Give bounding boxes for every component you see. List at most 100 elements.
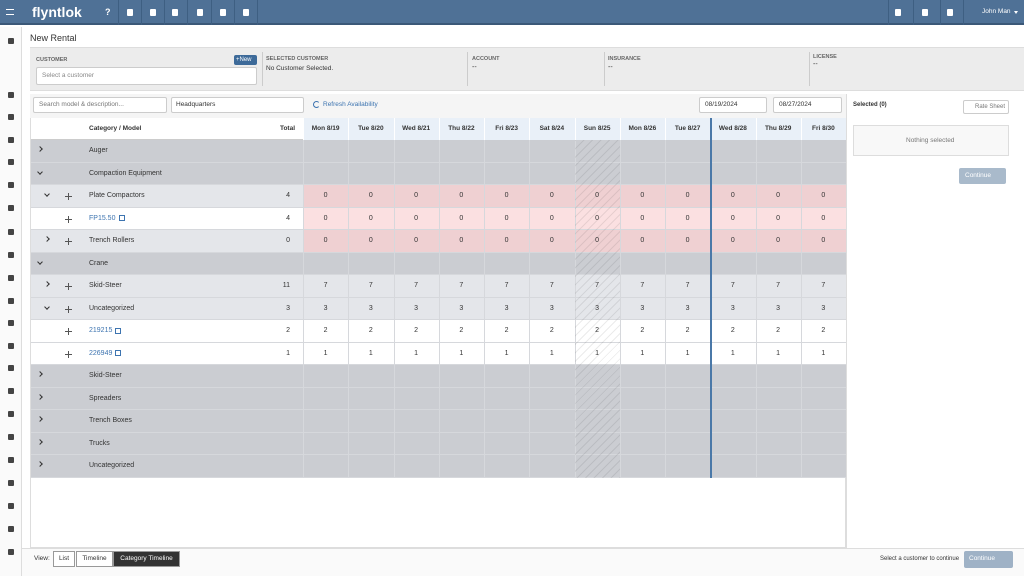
user-menu[interactable]: John Man — [982, 8, 1011, 15]
sidebar-icon[interactable] — [8, 549, 14, 555]
menu-icon[interactable] — [6, 9, 14, 15]
search-input[interactable] — [33, 97, 167, 113]
sidebar-icon[interactable] — [8, 434, 14, 440]
sidebar-icon[interactable] — [8, 38, 14, 44]
rate-sheet-text[interactable]: Rate Sheet — [975, 104, 1006, 110]
day-cell — [303, 162, 349, 185]
sidebar-icon[interactable] — [8, 365, 14, 371]
sidebar-icon[interactable] — [8, 252, 14, 258]
sidebar-icon[interactable] — [8, 526, 14, 532]
day-cell — [800, 365, 846, 388]
model-link[interactable]: FP15.50 — [89, 214, 116, 222]
nav-divider — [141, 0, 142, 25]
view-button[interactable] — [53, 551, 75, 567]
sidebar-icon[interactable] — [8, 457, 14, 463]
new-button-text[interactable]: +New — [236, 57, 252, 63]
day-cell — [710, 455, 756, 478]
external-link-icon[interactable] — [115, 350, 121, 357]
rate-sheet-button[interactable] — [963, 100, 1009, 114]
sidebar-icon[interactable] — [8, 298, 14, 304]
nav-divider — [164, 0, 165, 25]
sidebar-icon[interactable] — [8, 114, 14, 120]
new-button[interactable] — [234, 55, 257, 65]
availability: 2 — [776, 327, 781, 335]
nav-icon[interactable] — [220, 9, 226, 16]
day-cell — [619, 140, 665, 163]
refresh-link[interactable]: Refresh Availability — [323, 101, 378, 108]
continue-button[interactable] — [959, 168, 1006, 184]
sidebar-icon[interactable] — [8, 205, 14, 211]
day-cell — [574, 230, 620, 253]
day-cell — [348, 342, 394, 365]
day-cell — [619, 387, 665, 410]
model-link[interactable]: 226949 — [89, 349, 113, 357]
row-label: Auger — [89, 147, 108, 155]
day-cell — [710, 410, 756, 433]
day-cell — [303, 410, 349, 433]
day-cell — [574, 252, 620, 275]
start-date[interactable] — [699, 97, 767, 113]
nav-icon[interactable] — [150, 9, 156, 16]
sidebar-icon[interactable] — [8, 343, 14, 349]
view-button-text[interactable]: Category Timeline — [120, 555, 173, 562]
day-cell — [393, 387, 439, 410]
sidebar-icon[interactable] — [8, 320, 14, 326]
sidebar-icon[interactable] — [8, 388, 14, 394]
availability: 0 — [549, 237, 554, 245]
add-button[interactable] — [68, 350, 69, 358]
nav-icon[interactable] — [922, 9, 928, 16]
sidebar-icon[interactable] — [8, 182, 14, 188]
nav-icon[interactable] — [172, 9, 178, 16]
sidebar-icon[interactable] — [8, 137, 14, 143]
availability: 0 — [368, 237, 373, 245]
refresh-icon[interactable] — [313, 101, 320, 108]
sidebar-icon[interactable] — [8, 480, 14, 486]
row-total: 4 — [286, 214, 290, 222]
sidebar-icon[interactable] — [8, 411, 14, 417]
add-button[interactable] — [68, 238, 69, 246]
add-button[interactable] — [68, 283, 69, 291]
day-cell — [574, 140, 620, 163]
nav-icon[interactable] — [947, 9, 953, 16]
model-link[interactable]: 219215 — [89, 327, 113, 335]
continue-text[interactable]: Continue — [965, 172, 992, 179]
add-button[interactable] — [68, 215, 69, 223]
day-header-bg — [755, 118, 801, 140]
day-cell — [348, 252, 394, 275]
availability: 3 — [685, 304, 690, 312]
day-header: Tue 8/27 — [674, 125, 701, 132]
add-button[interactable] — [68, 328, 69, 336]
add-button[interactable] — [68, 193, 69, 201]
sidebar-icon[interactable] — [8, 92, 14, 98]
nav-icon[interactable] — [243, 9, 249, 16]
location-select[interactable] — [171, 97, 304, 113]
nav-icon[interactable] — [197, 9, 203, 16]
day-cell — [800, 410, 846, 433]
continue-text[interactable]: Continue — [969, 555, 996, 562]
date: 08/19/2024 — [705, 101, 738, 108]
view-button-text[interactable]: List — [58, 555, 70, 562]
external-link-icon[interactable] — [115, 327, 121, 334]
sidebar-icon[interactable] — [8, 159, 14, 165]
day-cell — [800, 342, 846, 365]
external-link-icon[interactable] — [119, 215, 125, 222]
day-cell — [393, 432, 439, 455]
row-total: 11 — [282, 282, 290, 290]
view-button-text[interactable]: Timeline — [82, 555, 107, 562]
sidebar-icon[interactable] — [8, 275, 14, 281]
end-date[interactable] — [773, 97, 842, 113]
logo[interactable]: flyntlok — [32, 4, 82, 20]
view-button[interactable] — [113, 551, 180, 567]
continue-button[interactable] — [964, 551, 1013, 568]
sidebar-icon[interactable] — [8, 229, 14, 235]
customer-select[interactable] — [36, 67, 257, 85]
day-cell — [619, 207, 665, 230]
availability: 0 — [730, 237, 735, 245]
sidebar-icon[interactable] — [8, 503, 14, 509]
nav-icon[interactable] — [127, 9, 133, 16]
day-cell — [348, 185, 394, 208]
view-button[interactable] — [76, 551, 113, 567]
add-button[interactable] — [68, 305, 69, 313]
help-icon[interactable]: ? — [105, 7, 111, 17]
nav-icon[interactable] — [895, 9, 901, 16]
